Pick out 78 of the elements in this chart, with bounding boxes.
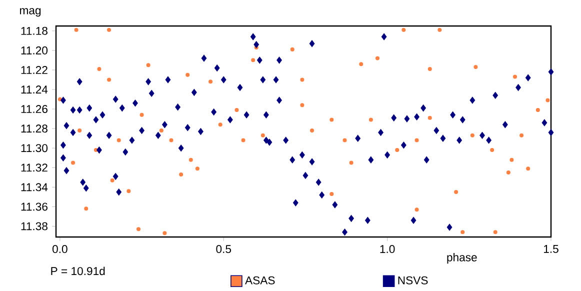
- y-tick-label: 11.32: [21, 164, 48, 172]
- x-tick-label: 1.5: [544, 245, 558, 253]
- y-tick-label: 11.28: [21, 124, 48, 133]
- point: [493, 230, 498, 234]
- point: [107, 28, 112, 32]
- point: [136, 227, 141, 232]
- point: [126, 189, 131, 194]
- point: [375, 56, 380, 60]
- point: [428, 116, 432, 120]
- x-tick-label: 0.0: [52, 245, 68, 254]
- point: [470, 133, 474, 138]
- point: [107, 78, 112, 82]
- point: [438, 28, 442, 32]
- point: [260, 133, 265, 138]
- point: [110, 178, 114, 182]
- y-tick-label: 11.24: [21, 86, 48, 94]
- point: [546, 98, 550, 102]
- y-tick-label: 11.18: [21, 26, 48, 35]
- y-tick-label: 11.34: [21, 183, 48, 192]
- point: [414, 208, 419, 212]
- x-axis-title: phase: [447, 253, 477, 264]
- point: [330, 118, 334, 122]
- point: [460, 230, 465, 234]
- point: [186, 72, 190, 77]
- legend-label: ASAS: [245, 276, 275, 284]
- point: [342, 138, 347, 142]
- point: [116, 138, 121, 142]
- point: [208, 80, 213, 84]
- point: [536, 108, 540, 112]
- point: [188, 158, 193, 162]
- point: [140, 112, 144, 117]
- point: [78, 128, 82, 133]
- point: [349, 160, 354, 165]
- x-tick-label: 0.5: [216, 245, 232, 254]
- point: [179, 172, 184, 176]
- y-tick-label: 11.26: [21, 105, 48, 114]
- y-tick-label: 11.38: [21, 222, 48, 230]
- point: [359, 62, 364, 66]
- point: [218, 122, 222, 127]
- point: [159, 128, 164, 133]
- point: [526, 166, 530, 171]
- point: [414, 138, 419, 142]
- point: [310, 128, 314, 133]
- point: [71, 160, 76, 165]
- point: [195, 166, 200, 171]
- point: [300, 78, 304, 82]
- point: [454, 190, 458, 194]
- point: [402, 28, 406, 32]
- point: [506, 170, 510, 175]
- point: [162, 231, 167, 236]
- point: [520, 133, 524, 138]
- point: [300, 103, 304, 108]
- point: [428, 66, 432, 71]
- point: [512, 74, 517, 79]
- point: [74, 28, 78, 32]
- y-tick-label: 11.36: [21, 202, 48, 211]
- point: [169, 138, 174, 142]
- legend-label: NSVS: [398, 276, 428, 284]
- point: [146, 63, 150, 68]
- y-tick-label: 11.20: [21, 46, 48, 54]
- point: [97, 66, 102, 71]
- text: P = 10.91d: [51, 266, 105, 276]
- point: [84, 206, 88, 211]
- point: [234, 108, 239, 112]
- y-axis-title: mag: [20, 8, 41, 17]
- point: [251, 58, 256, 62]
- point: [290, 47, 294, 52]
- point: [510, 158, 514, 162]
- y-tick-label: 11.30: [21, 144, 48, 152]
- x-tick-label: 1.0: [380, 245, 395, 254]
- point: [58, 97, 62, 102]
- point: [490, 148, 494, 152]
- y-tick-label: 11.22: [21, 66, 48, 74]
- point: [330, 192, 334, 196]
- point: [395, 148, 400, 152]
- point: [241, 138, 246, 142]
- point: [368, 118, 373, 122]
- point: [474, 65, 478, 70]
